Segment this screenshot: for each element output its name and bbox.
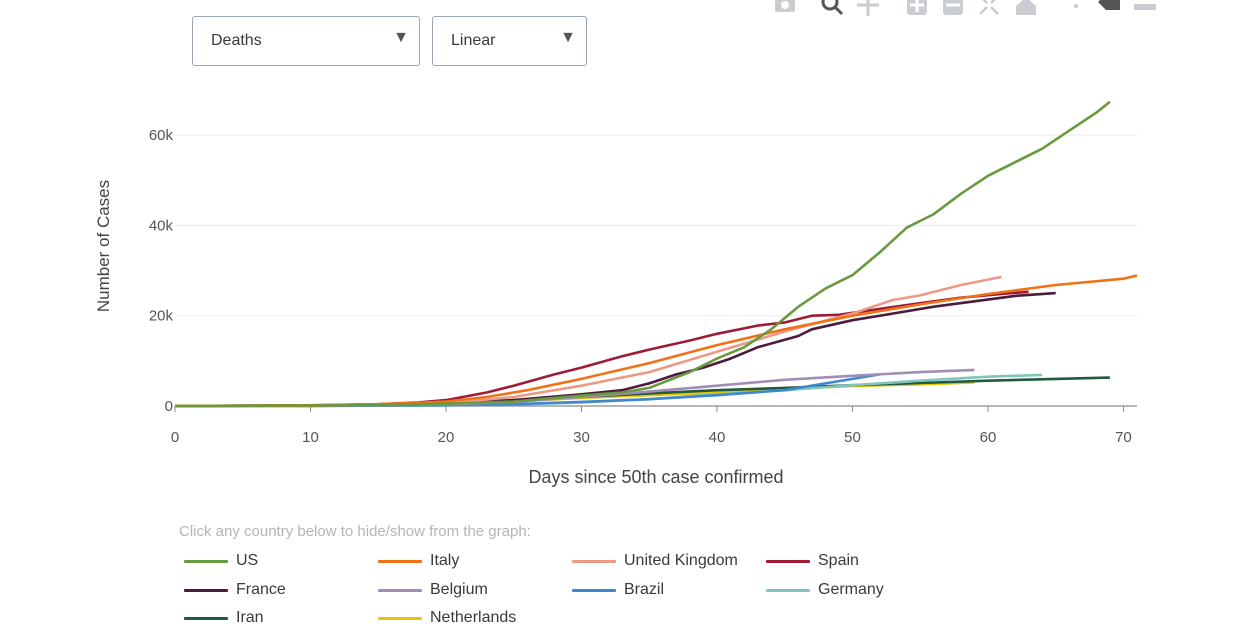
y-tick-label: 0: [165, 398, 173, 415]
legend-label: Spain: [818, 552, 859, 569]
gridlines: [175, 134, 1137, 407]
more-icon[interactable]: [1072, 0, 1080, 21]
chevron-down-icon: ▼: [393, 29, 409, 46]
camera-icon[interactable]: [773, 0, 797, 19]
x-tick-label: 30: [573, 429, 590, 446]
legend-swatch: [184, 589, 228, 592]
x-tick-label: 40: [709, 429, 726, 446]
scale-select-value: Linear: [451, 32, 496, 49]
legend-swatch: [572, 589, 616, 592]
zoom-in-icon[interactable]: [906, 0, 928, 21]
y-tick-label: 60k: [149, 127, 174, 144]
series-line-us[interactable]: [174, 100, 1111, 408]
legend-title: Click any country below to hide/show fro…: [179, 523, 531, 540]
legend-swatch: [378, 617, 422, 620]
y-tick-label: 40k: [149, 217, 174, 234]
y-axis-ticks: 0 20k 40k 60k: [149, 127, 174, 415]
y-axis-title: Number of Cases: [94, 179, 113, 313]
series-line-france[interactable]: [174, 291, 1056, 408]
metric-select[interactable]: Deaths ▼: [192, 16, 420, 66]
legend-label: Brazil: [624, 581, 665, 598]
legend-label: Belgium: [430, 581, 488, 598]
x-tick-label: 10: [302, 429, 319, 446]
legend-label: Italy: [430, 552, 460, 569]
chevron-down-icon: ▼: [560, 29, 576, 46]
x-axis-title: Days since 50th case confirmed: [528, 467, 784, 487]
chart-modebar: [770, 0, 1170, 18]
legend-label: Netherlands: [430, 609, 517, 626]
legend-swatch: [184, 560, 228, 563]
legend-swatch: [378, 560, 422, 563]
spike-lines-icon[interactable]: [1132, 0, 1158, 21]
x-tick-label: 50: [844, 429, 861, 446]
home-icon[interactable]: [1014, 0, 1038, 21]
x-axis-ticks: 0 10 20 30 40 50 60 70: [171, 406, 1132, 446]
zoom-out-icon[interactable]: [942, 0, 964, 21]
legend-label: Iran: [236, 609, 264, 626]
legend-label: France: [236, 581, 286, 598]
zoom-icon[interactable]: [820, 0, 846, 21]
x-tick-label: 0: [171, 429, 179, 446]
series-lines: [174, 100, 1138, 408]
metric-select-value: Deaths: [211, 32, 262, 49]
x-tick-label: 20: [438, 429, 455, 446]
legend-label: Germany: [818, 581, 884, 598]
legend-label: US: [236, 552, 259, 569]
legend-swatch: [378, 589, 422, 592]
legend-swatch: [766, 560, 810, 563]
y-tick-label: 20k: [149, 308, 174, 325]
compare-icon[interactable]: [1096, 0, 1122, 21]
legend-label: United Kingdom: [624, 552, 738, 569]
legend-swatch: [766, 589, 810, 592]
legend-swatch: [572, 560, 616, 563]
pan-icon[interactable]: [856, 0, 880, 21]
x-tick-label: 70: [1115, 429, 1132, 446]
legend-swatch: [184, 617, 228, 620]
scale-select[interactable]: Linear ▼: [432, 16, 587, 66]
x-tick-label: 60: [980, 429, 997, 446]
